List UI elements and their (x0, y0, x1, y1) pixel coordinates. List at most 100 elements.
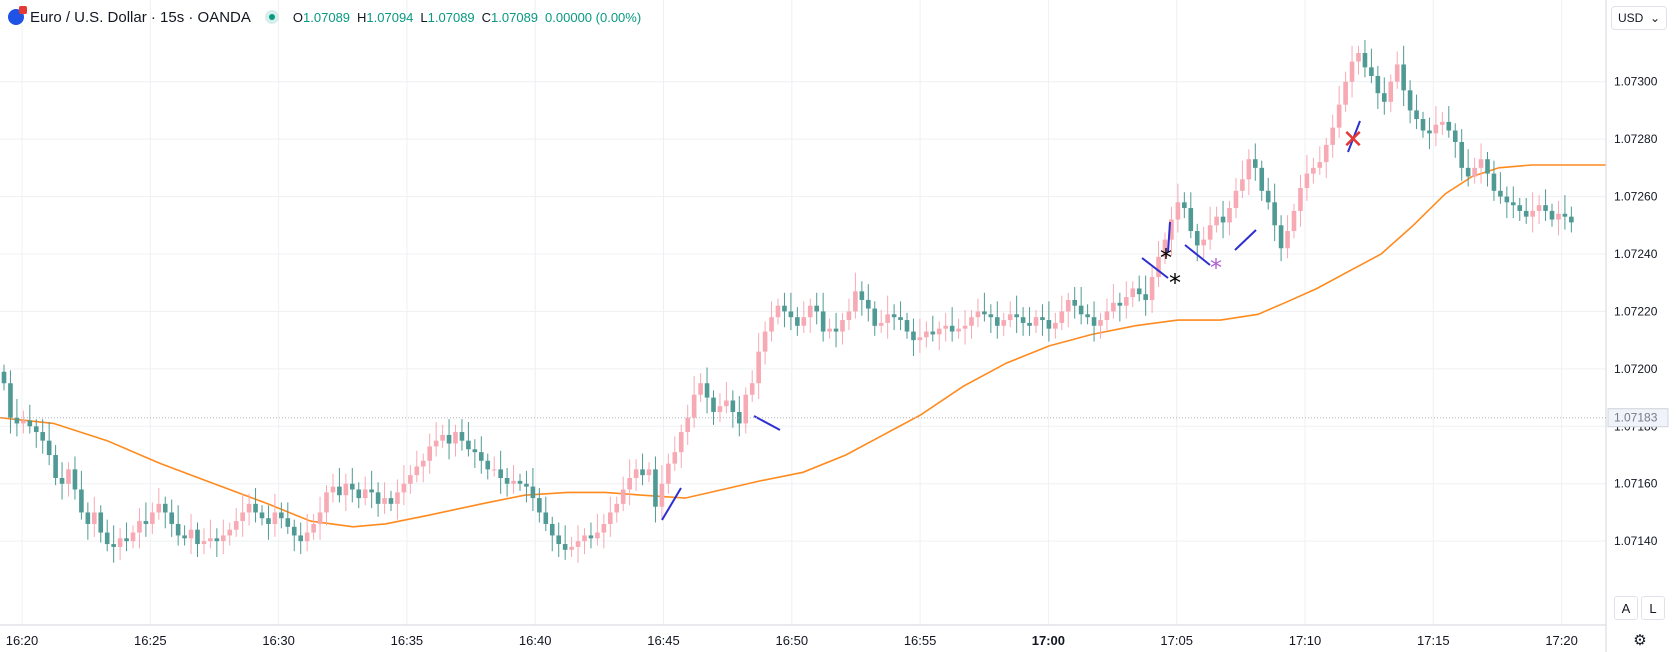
candle-body (898, 317, 903, 321)
candle-body (1130, 288, 1136, 298)
candle-body (1020, 317, 1026, 323)
time-tick-label: 16:45 (647, 633, 680, 648)
candle-body (266, 518, 271, 524)
candle-body (1085, 314, 1090, 318)
candle-body (659, 483, 665, 507)
trend-line-drawing (1234, 229, 1257, 251)
candle-body (1182, 202, 1187, 209)
candle-body (72, 469, 78, 490)
candle-body (40, 432, 45, 441)
candle-body (408, 475, 413, 484)
candle-body (1401, 64, 1406, 91)
candle-body (1124, 297, 1129, 306)
candle-body (962, 325, 968, 329)
candle-body (711, 397, 716, 412)
candle-body (814, 305, 819, 312)
candle-body (1246, 159, 1252, 180)
trend-line-drawing (661, 487, 682, 521)
candle-body (859, 291, 865, 300)
auto-scale-button[interactable]: A (1614, 596, 1638, 620)
candle-body (1136, 288, 1142, 295)
candle-body (350, 483, 355, 490)
candle-body (1156, 256, 1161, 277)
candle-body (782, 305, 787, 312)
candle-body (1414, 110, 1419, 120)
candle-body (1149, 276, 1155, 300)
time-tick-label: 17:05 (1160, 633, 1193, 648)
candle-body (1027, 322, 1032, 326)
currency-selector[interactable]: USD ⌄ (1611, 6, 1667, 30)
time-tick-label: 17:20 (1545, 633, 1578, 648)
candle-body (582, 535, 587, 542)
candle-body (285, 518, 291, 527)
candle-body (208, 538, 213, 542)
candle-body (124, 538, 129, 542)
log-scale-button[interactable]: L (1641, 596, 1665, 620)
candle-body (388, 498, 394, 504)
time-tick-label: 16:55 (904, 633, 937, 648)
market-status-icon[interactable] (264, 10, 279, 24)
candle-body (788, 311, 794, 318)
price-tick-label: 1.07300 (1614, 75, 1658, 89)
candle-body (569, 546, 574, 550)
candle-body (311, 523, 316, 533)
candle-body (1259, 167, 1265, 191)
candle-body (453, 432, 458, 444)
candle-body (304, 532, 310, 542)
ohlc-open: O1.07089 (292, 9, 351, 25)
candle-body (1498, 190, 1503, 197)
candle-body (1078, 305, 1084, 315)
candles-layer (1, 40, 1574, 563)
candle-body (1427, 130, 1432, 134)
candle-body (246, 503, 252, 513)
candle-body (904, 320, 910, 332)
candle-body (1298, 187, 1303, 211)
candle-body (169, 512, 174, 524)
candle-body (420, 460, 426, 467)
candle-body (1001, 320, 1007, 326)
candle-body (1536, 205, 1542, 211)
candle-body (1033, 317, 1039, 326)
candle-body (807, 305, 813, 318)
candle-body (1098, 320, 1103, 326)
settings-gear-icon[interactable]: ⚙ (1633, 632, 1647, 649)
candle-body (92, 512, 97, 524)
candle-body (1091, 317, 1097, 326)
candle-body (259, 512, 265, 519)
candle-body (137, 521, 142, 533)
candle-body (1175, 202, 1181, 220)
candle-body (1330, 127, 1335, 145)
candle-body (330, 486, 336, 493)
candle-body (53, 455, 58, 478)
symbol-title[interactable]: Euro / U.S. Dollar · 15s · OANDA (30, 8, 251, 26)
candle-body (1569, 216, 1574, 223)
candle-body (633, 469, 639, 478)
candle-body (1343, 81, 1348, 105)
time-tick-label: 16:40 (519, 633, 552, 648)
candle-body (98, 512, 104, 533)
ohlc-values: O1.07089 H1.07094 L1.07089 C1.07089 0.00… (293, 10, 641, 25)
moving-average-layer (0, 164, 1606, 528)
candle-body (1478, 159, 1484, 168)
candle-body (1452, 130, 1458, 142)
candle-body (595, 532, 600, 539)
candle-body (1162, 239, 1168, 257)
candle-body (414, 466, 420, 476)
candle-body (362, 489, 368, 499)
eurusd-flag-icon (8, 6, 27, 25)
candle-body (317, 512, 323, 524)
candle-body (182, 535, 187, 539)
candle-body (46, 440, 52, 456)
candle-body (620, 489, 626, 504)
price-tick-label: 1.07200 (1614, 362, 1658, 376)
candle-body (704, 383, 710, 398)
candle-body (1356, 52, 1361, 62)
candle-body (969, 317, 974, 326)
candle-body (795, 317, 800, 326)
asterisk-marker-icon: * (1210, 254, 1222, 282)
candle-body (479, 452, 484, 461)
candle-body (717, 406, 723, 412)
candle-body (395, 492, 400, 504)
